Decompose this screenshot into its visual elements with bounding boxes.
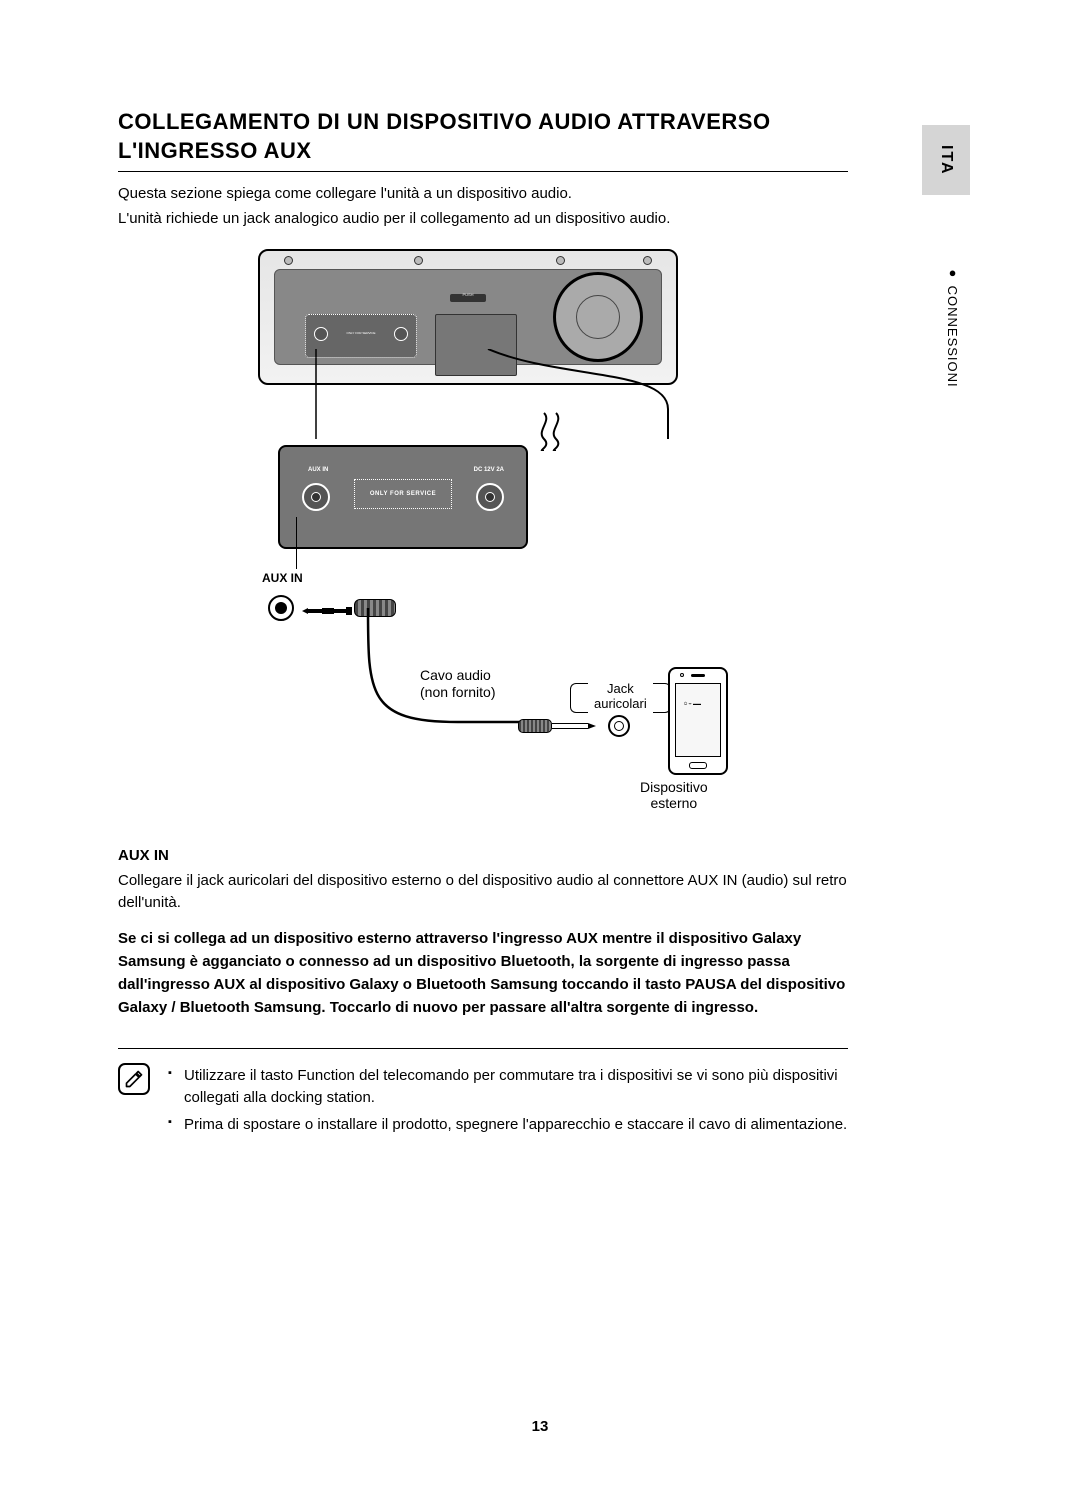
language-tab-text: ITA bbox=[937, 145, 955, 176]
intro-line-2: L'unità richiede un jack analogico audio… bbox=[118, 207, 848, 230]
back-panel-small: ONLY FOR SERVICE bbox=[305, 314, 417, 358]
device-label-line1: Dispositivo bbox=[640, 779, 708, 796]
note-item-1: Utilizzare il tasto Function del telecom… bbox=[168, 1065, 848, 1110]
jack-label-line2: auricolari bbox=[594, 696, 647, 712]
jack-tip-icon bbox=[268, 595, 294, 621]
jack-label-line1: Jack bbox=[594, 681, 647, 697]
cable-label-line2: (non fornito) bbox=[420, 684, 495, 702]
small-jack-plug-icon bbox=[518, 717, 598, 735]
aux-section-paragraph: Collegare il jack auricolari del disposi… bbox=[118, 870, 848, 915]
headphone-jack-icon bbox=[608, 715, 630, 737]
pencil-note-icon bbox=[118, 1063, 150, 1095]
zoom-service-label: ONLY FOR SERVICE bbox=[354, 479, 452, 509]
diagram-container: ONLY FOR SERVICE AUX IN DC 12V 2A ONLY F… bbox=[118, 249, 848, 809]
aux-port-icon bbox=[302, 483, 330, 511]
cable-label: Cavo audio (non fornito) bbox=[420, 667, 495, 702]
phone-status-text: ⏻ ᯤ ▬▬ bbox=[684, 701, 701, 707]
aux-section-bold-note: Se ci si collega ad un dispositivo ester… bbox=[118, 927, 848, 1020]
page-title: COLLEGAMENTO DI UN DISPOSITIVO AUDIO ATT… bbox=[118, 108, 848, 172]
note-list: Utilizzare il tasto Function del telecom… bbox=[168, 1059, 848, 1141]
note-item-2: Prima di spostare o installare il prodot… bbox=[168, 1114, 848, 1137]
aux-jack-illustration bbox=[268, 595, 408, 621]
note-divider bbox=[118, 1048, 848, 1049]
service-label-small: ONLY FOR SERVICE bbox=[336, 331, 386, 335]
main-unit-illustration: ONLY FOR SERVICE bbox=[258, 249, 678, 385]
aux-section-heading: AUX IN bbox=[118, 847, 848, 864]
zoom-aux-label: AUX IN bbox=[308, 467, 328, 473]
page-number: 13 bbox=[532, 1418, 549, 1435]
phone-illustration: ⏻ ᯤ ▬▬ bbox=[668, 667, 728, 775]
aux-in-pointer-label: AUX IN bbox=[262, 571, 303, 585]
intro-line-1: Questa sezione spiega come collegare l'u… bbox=[118, 182, 848, 205]
cable-break-icon bbox=[536, 411, 576, 451]
dc-port-icon bbox=[476, 483, 504, 511]
jack-label: Jack auricolari bbox=[594, 681, 647, 712]
page-content: COLLEGAMENTO DI UN DISPOSITIVO AUDIO ATT… bbox=[118, 108, 848, 1140]
language-tab: ITA bbox=[922, 125, 970, 195]
section-side-label: CONNESSIONI bbox=[945, 265, 960, 388]
device-label-line2: esterno bbox=[640, 795, 708, 812]
cable-label-line1: Cavo audio bbox=[420, 667, 495, 685]
pointer-line bbox=[296, 517, 297, 569]
aux-connection-diagram: ONLY FOR SERVICE AUX IN DC 12V 2A ONLY F… bbox=[238, 249, 728, 809]
external-device-label: Dispositivo esterno bbox=[640, 779, 708, 813]
zoom-panel: AUX IN DC 12V 2A ONLY FOR SERVICE bbox=[278, 445, 528, 549]
push-label bbox=[450, 294, 486, 302]
zoom-dc-label: DC 12V 2A bbox=[474, 467, 504, 473]
note-block: Utilizzare il tasto Function del telecom… bbox=[118, 1059, 848, 1141]
speaker-circle-icon bbox=[553, 272, 643, 362]
